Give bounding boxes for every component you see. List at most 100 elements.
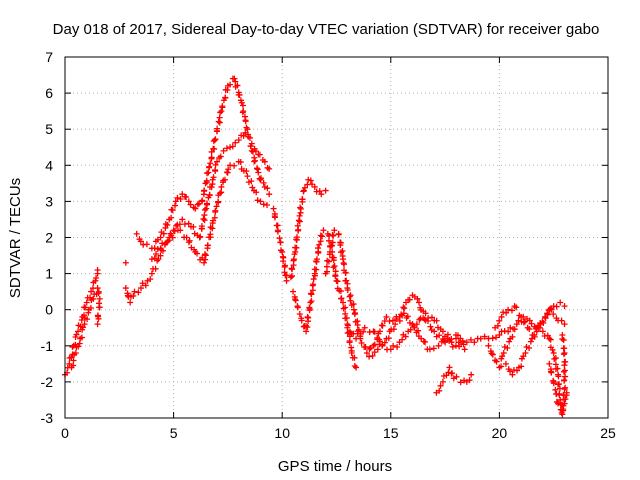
data-point <box>518 313 525 320</box>
interp-point <box>201 212 208 219</box>
interp-point <box>560 337 567 344</box>
interp-point <box>208 148 215 155</box>
interp-point <box>460 341 467 348</box>
data-point <box>422 310 429 317</box>
interp-point <box>183 194 190 201</box>
interp-point <box>325 258 332 265</box>
interp-point <box>381 339 388 346</box>
interp-point <box>330 264 337 271</box>
data-point <box>550 350 557 357</box>
interp-point <box>344 287 351 294</box>
interp-point <box>174 194 181 201</box>
data-point <box>255 169 262 176</box>
axis-ticks: 0 5 10 15 20 25 -3 -2 -1 0 1 2 3 4 5 6 7 <box>41 49 616 441</box>
interp-point <box>342 304 349 311</box>
interp-point <box>177 227 184 234</box>
data-point <box>66 360 73 367</box>
data-point <box>261 158 268 165</box>
interp-point <box>428 314 435 321</box>
data-point <box>535 324 542 331</box>
interp-point <box>556 381 563 388</box>
interp-point <box>203 201 210 208</box>
interp-point <box>164 221 171 228</box>
interp-point <box>153 251 160 258</box>
data-point <box>331 227 338 234</box>
data-point <box>244 173 251 180</box>
interp-point <box>168 214 175 221</box>
interp-point <box>549 346 556 353</box>
interp-point <box>240 108 247 115</box>
data-point <box>122 285 129 292</box>
interp-point <box>329 239 336 246</box>
interp-point <box>242 117 249 124</box>
x-tick-label: 20 <box>492 425 508 441</box>
interp-point <box>366 345 373 352</box>
interp-point <box>160 230 167 237</box>
interp-point <box>252 157 259 164</box>
interp-point <box>223 145 230 152</box>
interp-point <box>309 282 316 289</box>
interp-point <box>137 238 144 245</box>
interp-point <box>68 354 75 361</box>
interp-point <box>449 370 456 377</box>
interp-point <box>232 78 239 85</box>
interp-point <box>550 380 557 387</box>
data-point <box>387 346 394 353</box>
interp-point <box>454 332 461 339</box>
data-point <box>383 313 390 320</box>
interp-point <box>297 205 304 212</box>
interp-point <box>481 333 488 340</box>
data-point <box>322 187 329 194</box>
interp-point <box>489 335 496 342</box>
interp-point <box>237 159 244 166</box>
interp-point <box>248 178 255 185</box>
interp-point <box>471 339 478 346</box>
interp-point <box>404 313 411 320</box>
data-point <box>218 108 225 115</box>
interp-point <box>253 189 260 196</box>
data-point <box>201 259 208 266</box>
y-tick-label: 5 <box>45 121 53 137</box>
interp-point <box>238 99 245 106</box>
interp-point <box>561 377 568 384</box>
interp-point <box>296 311 303 318</box>
interp-point <box>276 235 283 242</box>
interp-point <box>73 331 80 338</box>
interp-point <box>493 334 500 341</box>
interp-point <box>215 199 222 206</box>
interp-point <box>202 256 209 263</box>
interp-point <box>508 307 515 314</box>
data-point <box>157 234 164 241</box>
grid-lines <box>65 57 608 418</box>
interp-point <box>216 119 223 126</box>
interp-point <box>305 314 312 321</box>
y-tick-label: 4 <box>45 157 53 173</box>
interp-point <box>505 328 512 335</box>
data-point <box>435 342 442 349</box>
interp-point <box>207 231 214 238</box>
interp-point <box>169 234 176 241</box>
interp-point <box>201 217 208 224</box>
interp-point <box>212 208 219 215</box>
isolated-point <box>257 176 264 183</box>
data-point <box>498 313 505 320</box>
interp-point <box>209 225 216 232</box>
data-point <box>426 346 433 353</box>
data-point <box>94 285 101 292</box>
interp-point <box>561 359 568 366</box>
data-point <box>220 147 227 154</box>
interp-point <box>509 333 516 340</box>
interp-point <box>550 311 557 318</box>
interp-point <box>147 276 154 283</box>
interp-point <box>157 252 164 259</box>
interp-point <box>506 338 513 345</box>
data-point <box>561 303 568 310</box>
interp-point <box>331 263 338 270</box>
data-point <box>270 205 277 212</box>
interp-point <box>299 196 306 203</box>
data-point <box>376 328 383 335</box>
data-point <box>320 227 327 234</box>
interp-point <box>369 352 376 359</box>
interp-point <box>330 257 337 264</box>
